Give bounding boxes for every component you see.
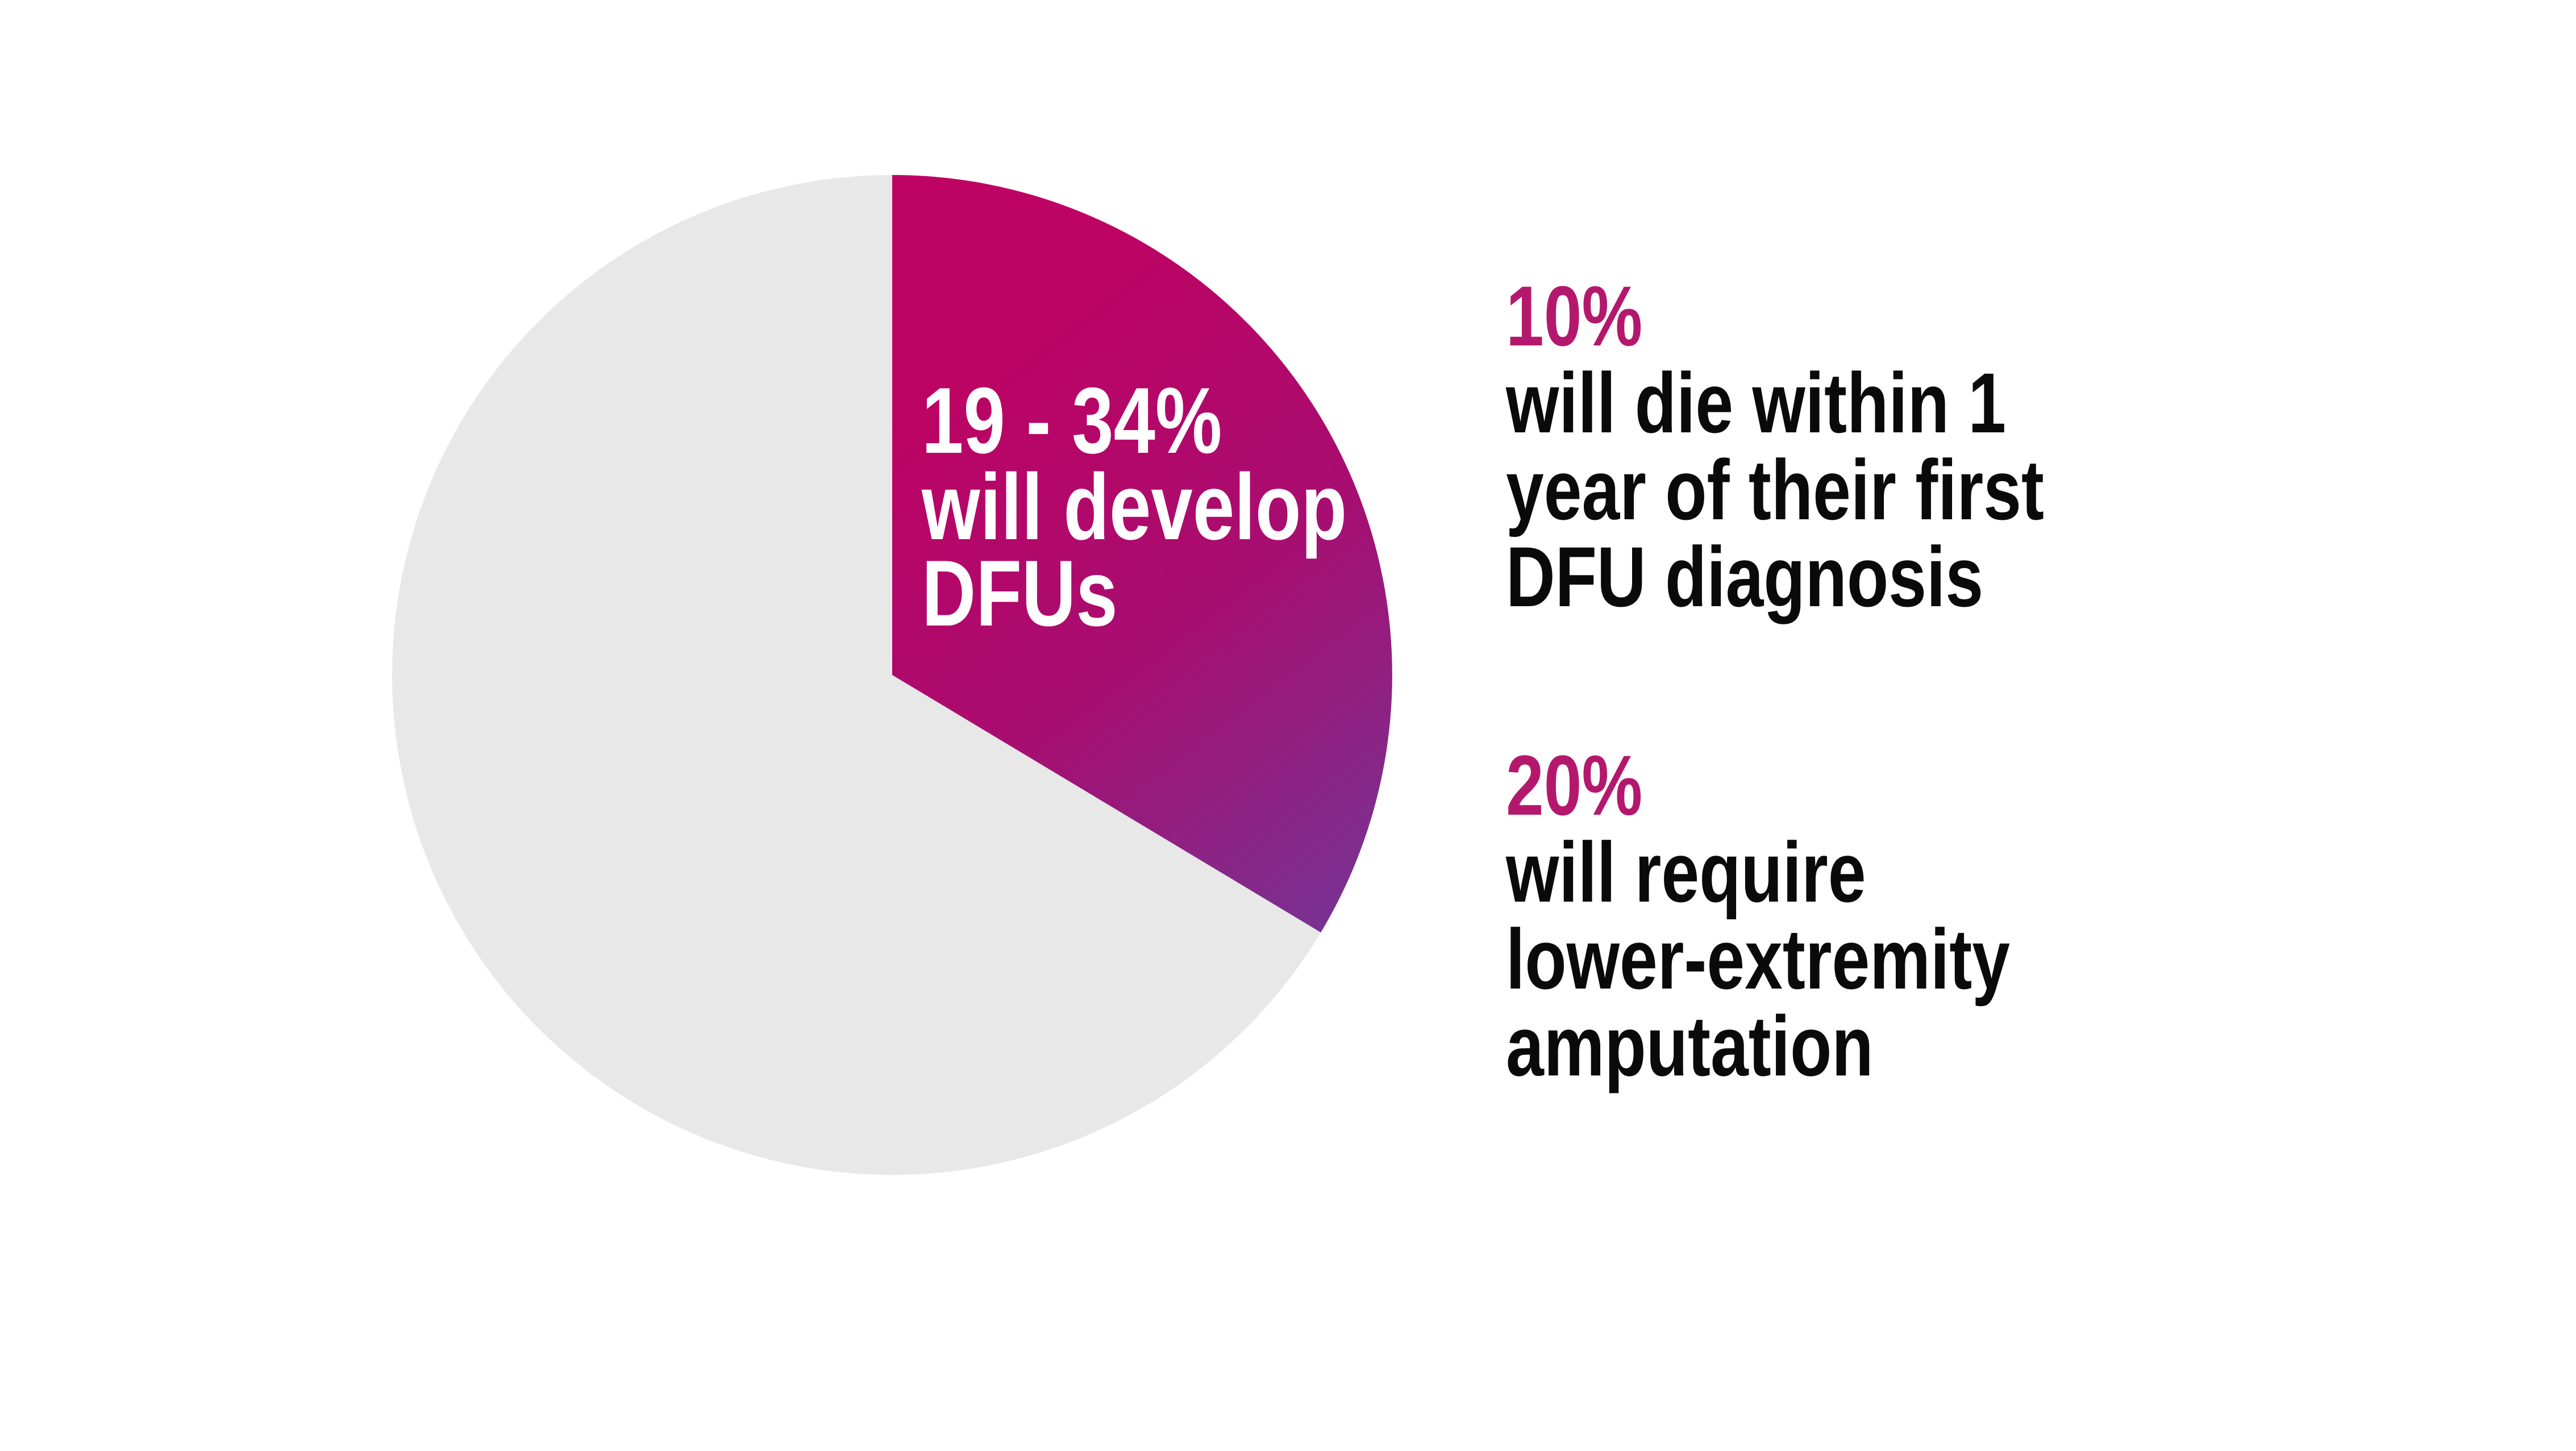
stat-text-line: amputation [1506,998,1874,1094]
stat-text-line: will die within 1 [1506,355,2007,451]
stat-block-mortality: 10% will die within 1 year of their firs… [1506,273,2044,620]
stat-block-amputation: 20% will require lower-extremity amputat… [1506,742,2010,1090]
stat-text-line: will require [1506,824,1866,920]
stat-text-line: year of their first [1506,442,2044,537]
pie-slice-label-line-1: 19 - 34% [922,368,1222,473]
pie-chart [392,175,1392,1175]
stat-value-amputation: 20% [1506,737,1643,833]
pie-slice-label-line-3: DFUs [922,541,1118,645]
pie-slice-label-line-2: will develop [922,455,1347,559]
stat-text-line: DFU diagnosis [1506,529,1984,624]
stat-value-mortality: 10% [1506,268,1643,364]
pie-slice-label: 19 - 34% will develop DFUs [922,368,1347,645]
pie-slice-dfu [892,175,1392,933]
stat-text-line: lower-extremity [1506,911,2010,1007]
